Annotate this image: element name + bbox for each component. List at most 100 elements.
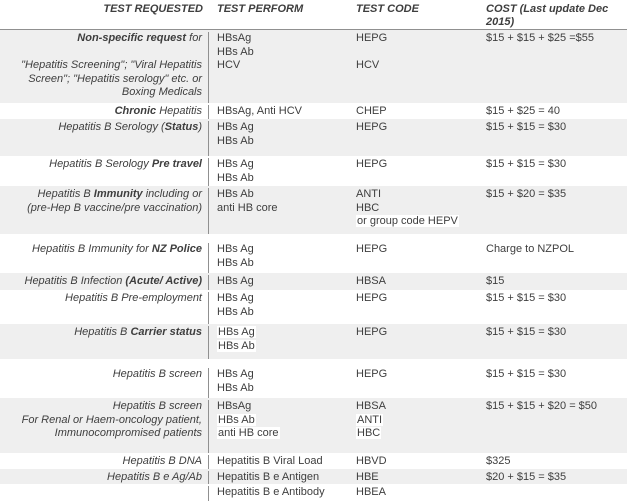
cell-line: Boxing Medicals [121,86,202,98]
cell-line: $15 + $15 + $25 =$55 [486,32,594,44]
cell-line: Hepatitis B Carrier status [74,326,202,338]
cell-line: Non-specific request for [77,32,202,44]
test-code-cell: HBVD [355,455,485,469]
cost-cell: $15 [485,275,627,290]
cell-line: Hepatitis B screen [112,400,202,412]
cost-cell: $15 + $15 + $25 =$55 [485,32,627,103]
test-performed-cell: Hepatitis B e Antigen [209,471,355,485]
cell-line: HEPG [356,326,388,338]
test-requested-cell: Hepatitis B Infection (Acute/ Active) [0,275,209,290]
test-requested-cell: Non-specific request for "Hepatitis Scree… [0,32,209,103]
test-requested-cell: Hepatitis B screen For Renal or Haem-onco… [0,400,209,453]
cost-cell: $325 [485,455,627,469]
table-row: Hepatitis B e Ag/Ab Hepatitis B e Antigen… [0,468,627,485]
cell-line: ANTI [356,413,384,426]
cell-line: anti HB core [217,201,278,214]
test-requested-cell: Hepatitis B Pre-employment [0,292,209,324]
test-performed-cell: Hepatitis B e Antibody [209,486,355,501]
cell-line: HBs Ag [217,292,254,304]
cell-line: HEPG [356,368,388,380]
cell-line: Hepatitis B e Antigen [217,470,320,483]
cell-line: $15 + $15 = $30 [486,326,567,338]
test-requested-cell [0,486,209,501]
cost-cell: $15 + $15 + $20 = $50 [485,400,627,453]
cell-line: $15 [486,275,505,287]
test-code-cell: CHEP [355,105,485,119]
cell-line: Hepatitis B Pre-employment [65,292,202,304]
test-code-cell: HBE [355,471,485,485]
cell-line: ANTI [356,188,382,200]
header-test-code-label: TEST CODE [356,3,419,15]
cost-cell: $15 + $15 = $30 [485,368,627,398]
test-requested-cell: Hepatitis B DNA [0,455,209,469]
table-header-row: TEST REQUESTED TEST PERFORM TEST CODE CO… [0,0,627,30]
table-row: Hepatitis B e Antibody HBEA [0,484,627,501]
test-code-cell: HBSA ANTI HBC [355,400,485,453]
header-test-code: TEST CODE [355,3,485,29]
header-test-perform: TEST PERFORM [209,3,355,29]
table-row: Hepatitis B screen HBs Ag HBs Ab HEPG $15 + … [0,359,627,398]
test-code-cell: HBSA [355,275,485,290]
header-test-perform-label: TEST PERFORM [217,3,304,15]
cell-line: HBs Ab [217,305,254,318]
cell-line: HEPG [356,243,388,255]
table-row: Hepatitis B screen For Renal or Haem-onco… [0,398,627,453]
cell-line: HBs Ab [217,171,254,184]
cell-line: HBs Ab [217,256,254,269]
cost-cell: $15 + $25 = 40 [485,105,627,119]
cell-line: Hepatitis B e Ag/Ab [107,470,202,483]
header-test-requested-label: TEST REQUESTED [103,3,203,15]
cell-line: HBs Ag [217,121,254,133]
test-requested-cell: Chronic Hepatitis [0,105,209,119]
cell-line [0,46,202,60]
test-performed-cell: Hepatitis B Viral Load [209,455,355,469]
cell-line: HBs Ag [217,368,254,380]
cell-line: HEPG [356,32,388,44]
table-row: Chronic Hepatitis HBsAg, Anti HCV CHEP $15 … [0,103,627,119]
cell-line: HBsAg, Anti HCV [217,105,302,117]
cell-line: (pre-Hep B vaccine/pre vaccination) [27,201,202,214]
test-performed-cell: HBsAg, Anti HCV [209,105,355,119]
test-requested-cell: Hepatitis B screen [0,368,209,398]
cell-line: Hepatitis B screen [112,368,202,380]
cost-cell: $20 + $15 = $35 [485,471,627,485]
table-row: Hepatitis B DNA Hepatitis B Viral Load HBV… [0,453,627,469]
test-performed-cell: HBs Ag HBs Ab [209,158,355,186]
cell-line: HBs Ab [217,188,254,200]
cost-cell: $15 + $20 = $35 [485,188,627,234]
cell-line: CHEP [356,105,387,117]
cell-line: Charge to NZPOL [486,243,575,255]
table-row: Hepatitis B Immunity for NZ Police HBs Ag… [0,234,627,273]
cell-line: HCV [217,59,241,71]
table-row: Hepatitis B Pre-employment HBs Ag HBs Ab HE… [0,290,627,324]
test-performed-cell: HBs Ag HBs Ab [209,292,355,324]
test-code-cell: HEPG [355,243,485,273]
test-code-cell: HEPG [355,121,485,156]
cell-line: Screen"; "Hepatitis serology" etc. or [28,72,202,85]
cell-line: HEPG [356,121,388,133]
cell-line: HBE [356,470,379,483]
cell-line: Hepatitis B Immunity for NZ Police [32,243,202,255]
test-code-cell: HEPG [355,368,485,398]
cell-line: $15 + $15 = $30 [486,368,567,380]
cell-line: HBs Ag [217,158,254,170]
cell-line: HBsAg [217,32,252,44]
cell-line: HBs Ag [217,326,256,338]
cell-line: Hepatitis B Serology (Status) [58,121,202,133]
test-code-cell: HEPG HCV [355,32,485,103]
table-row: Hepatitis B Immunity including or (pre-He… [0,186,627,234]
cell-line: $325 [486,455,511,467]
cell-line [356,46,485,60]
header-test-requested: TEST REQUESTED [0,3,209,29]
test-requested-cell: Hepatitis B Immunity for NZ Police [0,243,209,273]
cell-line: HBs Ab [217,45,254,58]
cost-cell [485,486,627,501]
cell-line: "Hepatitis Screening"; "Viral Hepatitis [21,59,202,71]
cost-cell: $15 + $15 = $30 [485,326,627,359]
cell-line: $15 + $15 = $30 [486,121,567,133]
cost-cell: $15 + $15 = $30 [485,121,627,156]
test-performed-cell: HBs Ag HBs Ab [209,326,355,359]
table-row: Hepatitis B Carrier status HBs Ag HBs Ab HE… [0,324,627,359]
cell-line: HBSA [356,400,386,412]
